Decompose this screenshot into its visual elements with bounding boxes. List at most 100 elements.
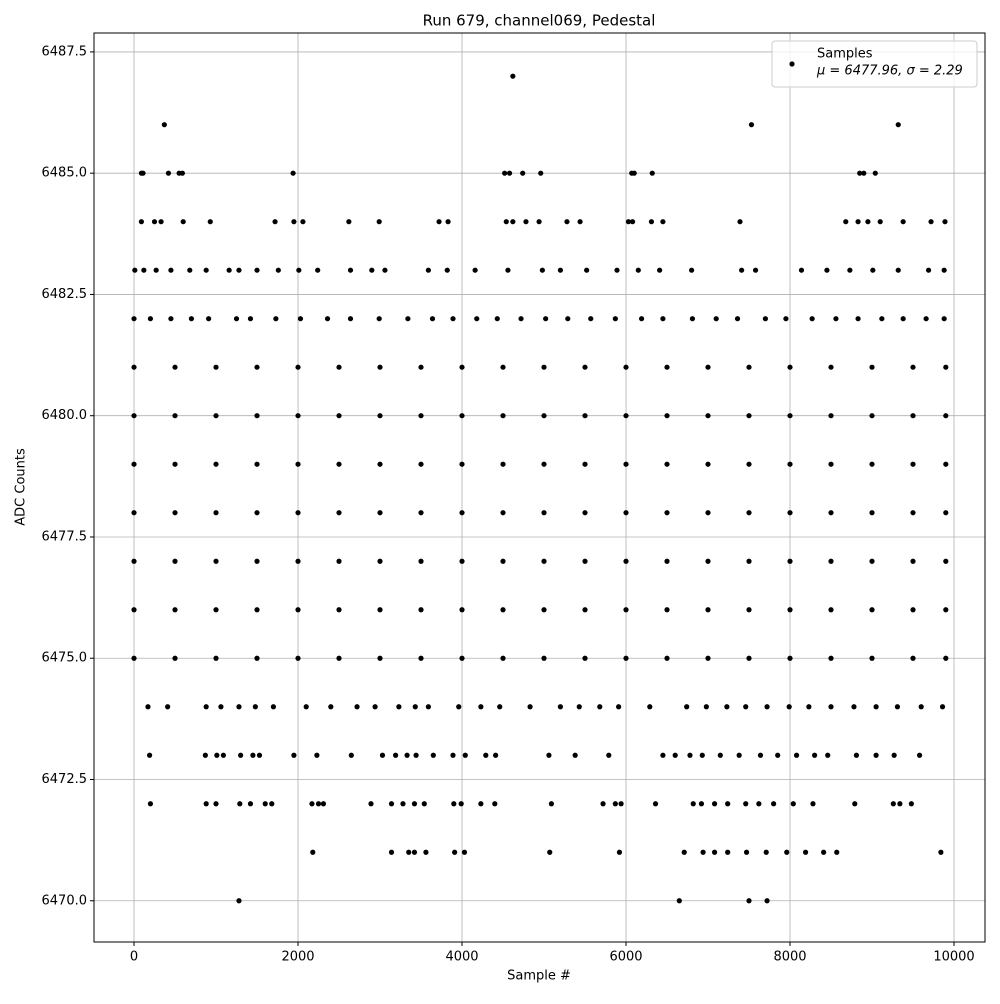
point <box>147 316 154 322</box>
point <box>582 364 588 370</box>
point <box>377 461 383 467</box>
point <box>664 655 670 661</box>
point <box>547 849 553 855</box>
point <box>941 267 947 273</box>
point <box>623 364 629 370</box>
point <box>131 510 137 516</box>
point <box>450 316 456 322</box>
point <box>895 122 901 128</box>
point <box>328 704 334 710</box>
x-tick-label: 10000 <box>933 950 974 965</box>
point <box>405 316 411 322</box>
point <box>582 655 588 661</box>
point <box>557 704 564 710</box>
point <box>711 849 718 855</box>
point <box>810 801 816 807</box>
point <box>548 801 554 807</box>
point <box>459 607 465 613</box>
point <box>247 801 254 807</box>
point <box>894 704 901 710</box>
point <box>764 704 770 710</box>
point <box>400 801 406 807</box>
point <box>649 170 655 176</box>
point <box>368 801 374 807</box>
point <box>295 413 301 419</box>
point <box>180 219 186 225</box>
point <box>478 801 484 807</box>
point <box>336 510 342 516</box>
point <box>254 364 260 370</box>
point <box>828 655 834 661</box>
point <box>336 413 342 419</box>
point <box>213 510 219 516</box>
point <box>546 752 552 758</box>
point <box>295 655 301 661</box>
point <box>705 461 711 467</box>
point <box>724 704 730 710</box>
point <box>203 704 209 710</box>
point <box>565 316 571 322</box>
point <box>236 898 242 904</box>
point <box>746 655 752 661</box>
point <box>459 413 465 419</box>
point <box>450 752 456 758</box>
point <box>474 316 480 322</box>
x-tick-label: 2000 <box>281 950 314 965</box>
point <box>376 219 382 225</box>
point <box>843 219 849 225</box>
point <box>458 801 464 807</box>
point <box>737 219 743 225</box>
point <box>939 704 946 710</box>
point <box>131 461 137 467</box>
point <box>131 607 137 613</box>
point <box>172 655 178 661</box>
point <box>910 461 916 467</box>
point <box>623 461 629 467</box>
point <box>855 316 861 322</box>
point <box>213 607 219 613</box>
point <box>379 752 386 758</box>
point <box>445 219 451 225</box>
point <box>925 267 932 273</box>
point <box>918 704 924 710</box>
point <box>161 122 167 128</box>
point <box>689 267 695 273</box>
x-tick-label: 8000 <box>773 950 806 965</box>
point <box>943 607 949 613</box>
point <box>851 704 857 710</box>
point <box>377 558 383 564</box>
point <box>793 752 800 758</box>
point <box>705 413 711 419</box>
point <box>151 219 158 225</box>
point <box>153 267 159 273</box>
point <box>824 267 830 273</box>
point <box>172 364 178 370</box>
point <box>295 510 301 516</box>
point <box>165 170 172 176</box>
y-axis-label: ADC Counts <box>14 448 29 526</box>
point <box>623 607 629 613</box>
y-tick-label: 6475.0 <box>42 651 88 666</box>
point <box>660 752 666 758</box>
point <box>314 752 320 758</box>
point <box>502 170 508 176</box>
point <box>506 170 513 176</box>
point <box>916 752 923 758</box>
point <box>500 655 506 661</box>
point <box>572 752 578 758</box>
point <box>784 849 790 855</box>
point <box>425 267 431 273</box>
point <box>828 607 834 613</box>
point <box>131 413 137 419</box>
point <box>756 801 762 807</box>
point <box>660 219 666 225</box>
point <box>660 316 666 322</box>
point <box>582 413 588 419</box>
point <box>943 461 949 467</box>
point <box>865 219 871 225</box>
point <box>172 558 178 564</box>
point <box>638 316 645 322</box>
point <box>541 461 547 467</box>
point <box>647 704 653 710</box>
point <box>852 801 858 807</box>
